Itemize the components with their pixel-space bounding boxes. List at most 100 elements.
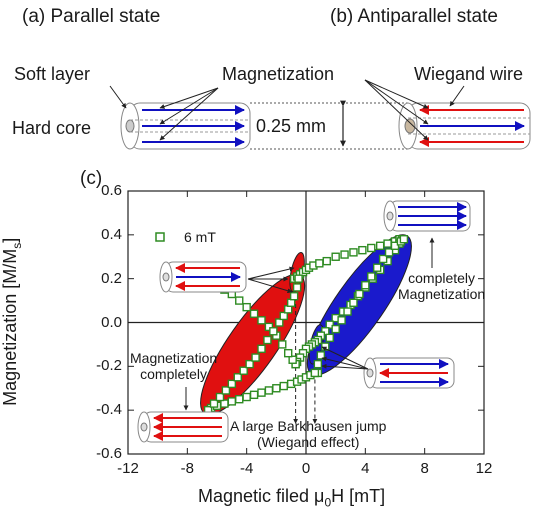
y-tick-label: -0.2 <box>96 357 122 375</box>
x-tick-label: -4 <box>239 460 254 477</box>
data-point <box>235 395 244 404</box>
annotation-line: Magnetization <box>398 286 486 302</box>
top-leader-arrows <box>109 79 465 141</box>
panel-c-label: (c) <box>80 168 103 189</box>
hysteresis-chart <box>127 190 485 455</box>
data-point <box>239 366 248 375</box>
data-point <box>367 243 376 253</box>
data-point <box>375 241 385 250</box>
soft-layer-label: Soft layer <box>14 64 91 84</box>
data-point <box>367 272 376 281</box>
data-point <box>209 399 219 408</box>
data-point <box>235 296 244 305</box>
annotation-line: completely <box>140 366 208 382</box>
data-point <box>331 324 340 334</box>
data-point <box>279 381 288 391</box>
data-point <box>257 388 266 397</box>
data-point <box>383 239 392 248</box>
diameter-label: 0.25 mm <box>256 116 327 136</box>
data-point <box>249 309 259 318</box>
y-tick-label: 0.0 <box>101 313 122 331</box>
annotation-line: (Wiegand effect) <box>256 434 360 450</box>
data-point <box>355 289 364 299</box>
data-point <box>272 384 281 393</box>
data-point <box>321 327 330 336</box>
inset-wire-bottomleft <box>137 411 229 443</box>
panel-b-title: (b) Antiparallel state <box>330 6 498 27</box>
data-point <box>292 283 302 292</box>
data-point <box>399 235 409 244</box>
data-point <box>269 327 278 336</box>
data-point <box>325 333 334 343</box>
data-point <box>257 316 266 325</box>
data-point <box>384 248 394 257</box>
hard-core-label: Hard core <box>12 118 92 138</box>
legend-marker <box>155 232 165 242</box>
x-tick-label: -12 <box>117 460 139 477</box>
data-point <box>331 252 340 261</box>
data-point <box>390 241 400 250</box>
data-point <box>322 256 331 266</box>
y-tick-label: -0.4 <box>96 401 122 419</box>
data-point <box>227 379 237 389</box>
data-point <box>242 302 251 312</box>
data-point <box>264 322 274 332</box>
data-point <box>378 254 388 264</box>
data-point <box>343 307 352 316</box>
x-tick-label: 0 <box>301 460 311 477</box>
data-point <box>278 340 287 349</box>
x-tick-label: 12 <box>475 460 493 477</box>
annotation-line: Magnetization <box>130 350 218 366</box>
x-tick-label: 8 <box>420 460 429 477</box>
legend-label: 6 mT <box>184 229 216 245</box>
annotation-barkhausen: A large Barkhausen jump (Wiegand effect) <box>230 418 386 450</box>
parallel-wire-diagram <box>120 102 251 150</box>
y-tick-label: -0.6 <box>96 445 122 462</box>
y-axis-title: Magnetization [M/Ms] <box>0 237 24 406</box>
data-point <box>313 359 323 369</box>
data-point <box>251 353 260 362</box>
x-tick-label: -8 <box>180 460 194 477</box>
data-point <box>233 373 242 382</box>
y-tick-label: 0.4 <box>101 225 122 243</box>
data-point <box>279 311 288 321</box>
data-point <box>245 359 254 369</box>
data-point <box>249 390 259 400</box>
data-point <box>349 248 358 257</box>
data-point <box>310 368 320 378</box>
antiparallel-wire-diagram <box>398 102 531 150</box>
y-tick-label: 0.2 <box>101 269 122 287</box>
data-point <box>294 274 303 283</box>
chart-annotation-arrows <box>183 237 435 411</box>
data-point <box>275 318 284 327</box>
annotation-line: A large Barkhausen jump <box>230 418 387 434</box>
data-point <box>242 392 251 402</box>
data-point <box>337 316 346 325</box>
data-point <box>373 263 382 272</box>
data-point <box>340 250 349 259</box>
data-point <box>325 320 334 329</box>
data-point <box>316 351 326 360</box>
inset-wire-left <box>159 261 247 293</box>
annotation-line: completely <box>408 270 476 286</box>
data-point <box>263 335 272 345</box>
data-point <box>289 292 299 301</box>
data-point <box>284 348 293 358</box>
inset-wire-topright <box>383 200 471 232</box>
data-point <box>227 397 237 406</box>
diameter-dimension <box>250 100 408 150</box>
annotation-completely-magnetization: completely Magnetization <box>398 270 485 302</box>
data-point <box>349 298 358 307</box>
data-point <box>315 259 324 268</box>
panel-a-title: (a) Parallel state <box>22 6 161 27</box>
data-point <box>257 344 266 353</box>
annotation-magnetization-completely: Magnetization completely <box>130 350 217 382</box>
data-point <box>264 386 274 395</box>
data-point <box>361 281 370 290</box>
x-axis-title: Magnetic filed μ0H [mT] <box>198 486 386 510</box>
data-point <box>221 386 231 395</box>
data-point <box>215 392 225 402</box>
magnetization-label: Magnetization <box>222 64 335 84</box>
data-point <box>288 355 297 364</box>
